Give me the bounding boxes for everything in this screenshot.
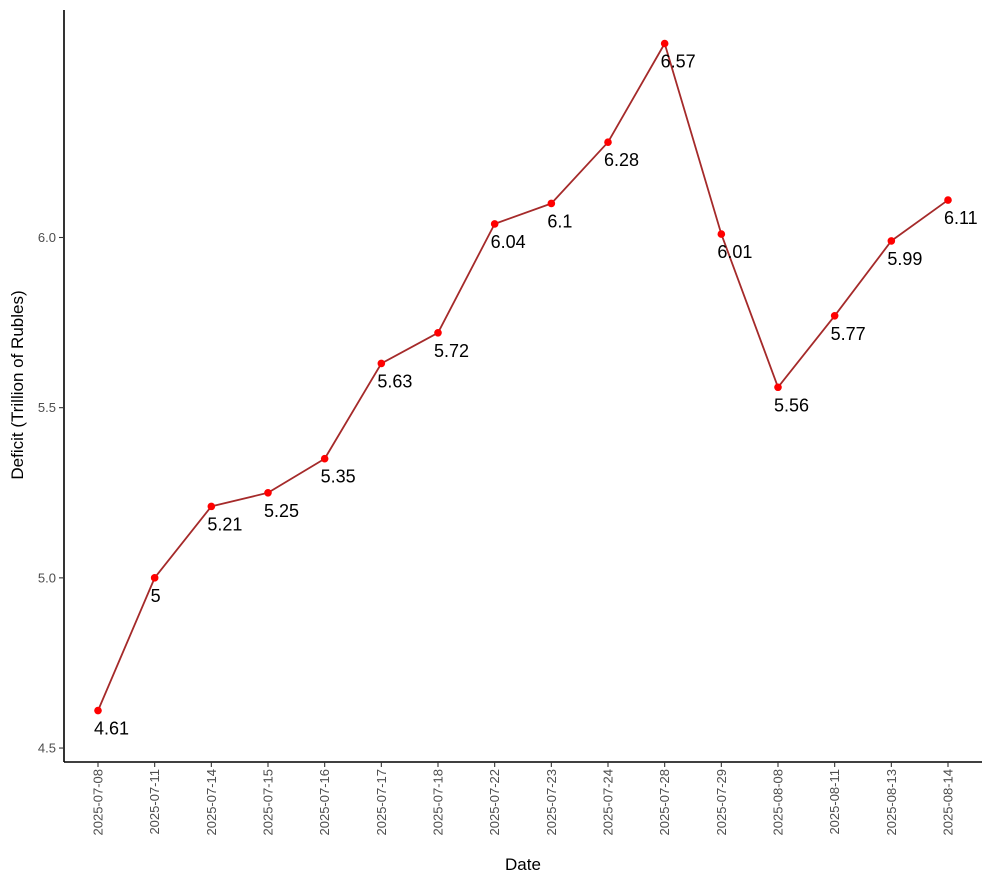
data-labels: 4.61 5 5.21 5.25 5.35 5.63 5.72 6.04 6.1 6.28 6.57…	[94, 52, 978, 739]
data-point	[434, 329, 442, 337]
x-tick-label: 2025-07-17	[374, 769, 389, 836]
y-axis-ticks: 4.5 5.0 5.5 6.0	[38, 230, 64, 756]
x-tick-label: 2025-07-22	[487, 769, 502, 836]
x-tick-label: 2025-07-28	[657, 769, 672, 836]
x-tick-label: 2025-07-14	[204, 769, 219, 836]
y-tick-label: 6.0	[38, 230, 56, 245]
data-label: 5.35	[321, 467, 356, 487]
data-label: 6.11	[944, 208, 978, 228]
x-tick-label: 2025-07-15	[261, 769, 276, 836]
data-point	[660, 39, 669, 48]
data-label: 6.01	[717, 242, 752, 262]
x-tick-label: 2025-07-18	[431, 769, 446, 836]
data-label: 6.1	[547, 211, 572, 231]
data-label: 5.63	[377, 371, 412, 391]
x-tick-label: 2025-07-24	[601, 769, 616, 836]
x-axis-title: Date	[505, 855, 541, 874]
data-point	[377, 359, 386, 368]
data-point	[717, 230, 726, 238]
data-point	[547, 199, 556, 208]
data-label: 6.04	[491, 232, 526, 252]
data-point	[944, 196, 952, 204]
data-point	[490, 220, 499, 228]
data-label: 5.25	[264, 501, 299, 521]
x-tick-label: 2025-07-29	[714, 769, 729, 836]
data-label: 5.77	[831, 324, 866, 344]
y-tick-label: 5.0	[38, 570, 56, 585]
deficit-series-line	[97, 42, 949, 711]
data-label: 5.99	[887, 249, 922, 269]
x-tick-label: 2025-07-11	[147, 769, 162, 835]
y-axis-title: Deficit (Trillion of Rubles)	[8, 290, 27, 479]
x-tick-label: 2025-08-13	[884, 769, 899, 836]
x-tick-label: 2025-08-14	[941, 769, 956, 836]
x-tick-label: 2025-07-08	[91, 769, 106, 836]
x-tick-label: 2025-07-16	[317, 769, 332, 836]
data-points	[94, 39, 952, 715]
data-label: 5	[151, 586, 161, 606]
data-label: 6.57	[661, 52, 696, 72]
data-point	[604, 138, 612, 147]
y-tick-label: 5.5	[38, 400, 56, 415]
data-point	[264, 488, 272, 497]
data-label: 6.28	[604, 150, 639, 170]
data-point	[94, 706, 102, 715]
data-label: 5.72	[434, 341, 469, 361]
y-tick-label: 4.5	[38, 741, 56, 756]
data-label: 4.61	[94, 719, 129, 739]
x-axis-ticks: 2025-07-08 2025-07-11 2025-07-14 2025-07-15…	[91, 762, 956, 836]
x-tick-label: 2025-08-11	[827, 769, 842, 835]
data-point	[320, 454, 329, 463]
data-label: 5.21	[207, 514, 242, 534]
x-tick-label: 2025-08-08	[771, 769, 786, 836]
data-label: 5.56	[774, 395, 809, 415]
data-point	[207, 502, 216, 511]
data-point	[150, 574, 159, 582]
data-point	[830, 311, 839, 320]
data-point	[774, 383, 782, 392]
x-tick-label: 2025-07-23	[544, 769, 559, 836]
data-point	[887, 237, 896, 245]
